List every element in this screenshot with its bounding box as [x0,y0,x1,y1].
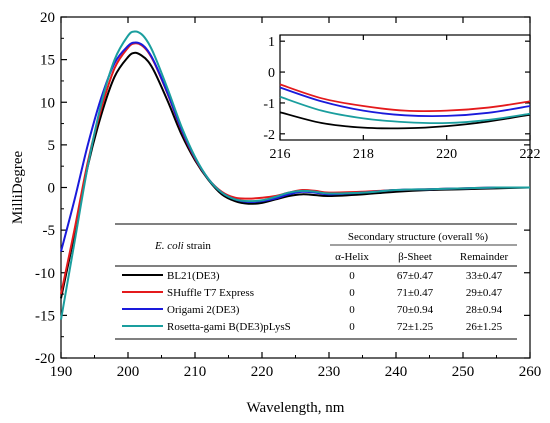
table-row-sheet: 67±0.47 [397,270,434,282]
y-tick-label: -15 [35,308,55,324]
inset-series-line-bl21-de3 [279,111,531,130]
table-row-sheet: 70±0.94 [397,304,434,316]
y-tick-label: 20 [40,10,55,26]
inset-y-tick-label: 0 [268,66,275,81]
x-tick-label: 230 [318,364,341,380]
y-tick-label: -5 [43,223,56,239]
inset-series-line-origami-2-de3 [279,86,531,118]
inset-x-tick-label: 220 [436,147,457,162]
inset-x-tick-label: 218 [353,147,374,162]
y-tick-label: -10 [35,266,55,282]
y-tick-label: 0 [48,181,56,197]
table-background [115,222,517,344]
inset-x-tick-label: 216 [270,147,291,162]
series-line-bl21-de3 [60,51,531,299]
inset-x-tick-label: 222 [520,147,541,162]
x-tick-label: 250 [452,364,475,380]
y-tick-label: 5 [48,138,56,154]
table-row-remainder: 26±1.25 [466,321,503,333]
x-tick-label: 240 [385,364,408,380]
table-row-sheet: 71±0.47 [397,287,434,299]
table-strain-header: E. coli strain [154,240,211,252]
inset-series-line-shuffle-t7-express [279,83,531,113]
table-column-header-alpha-helix: α-Helix [335,251,369,263]
table-row-helix: 0 [349,270,355,282]
x-tick-label: 210 [184,364,207,380]
series-line-rosetta-gami-b-de3-plyss [60,30,531,320]
x-tick-label: 220 [251,364,274,380]
table-row-helix: 0 [349,304,355,316]
table-row-remainder: 33±0.47 [466,270,503,282]
table-row-helix: 0 [349,287,355,299]
table-row-strain-rosetta-gami-b-de3-plyss: Rosetta-gami B(DE3)pLysS [167,321,291,333]
table-row-strain-shuffle-t7-express: SHuffle T7 Express [167,287,254,299]
table-row-sheet: 72±1.25 [397,321,434,333]
x-axis-title: Wavelength, nm [247,400,345,416]
inset-y-tick-label: -1 [263,97,275,112]
table-column-header-remainder: Remainder [460,251,509,263]
y-tick-label: 10 [40,95,55,111]
inset-y-tick-label: 1 [268,35,275,50]
inset-plot-area: 216 218 220 222 1 0 -1 -2 [263,34,541,162]
y-tick-label: -20 [35,351,55,367]
main-plot-area: 190 200 210 220 230 240 250 260-20-15-10-505101… [10,10,541,416]
inset-frame [279,34,531,141]
x-tick-label: 200 [117,364,140,380]
table-row-helix: 0 [349,321,355,333]
table-row-remainder: 28±0.94 [466,304,503,316]
table-row-remainder: 29±0.47 [466,287,503,299]
table-column-header-beta-sheet: β-Sheet [398,251,432,263]
table-row-strain-bl21-de3: BL21(DE3) [167,270,220,282]
y-axis-title: MilliDegree [10,151,26,225]
table-row-strain-origami-2-de3: Origami 2(DE3) [167,304,240,316]
x-tick-label: 260 [519,364,542,380]
legend-table: E. coli strain Secondary structure (overa… [115,222,517,344]
inset-y-tick-label: -2 [263,128,275,143]
x-tick-label: 190 [50,364,73,380]
table-group-header: Secondary structure (overall %) [348,231,489,243]
inset-series-line-rosetta-gami-b-de3-plyss [279,95,531,125]
y-tick-label: 15 [40,53,55,69]
